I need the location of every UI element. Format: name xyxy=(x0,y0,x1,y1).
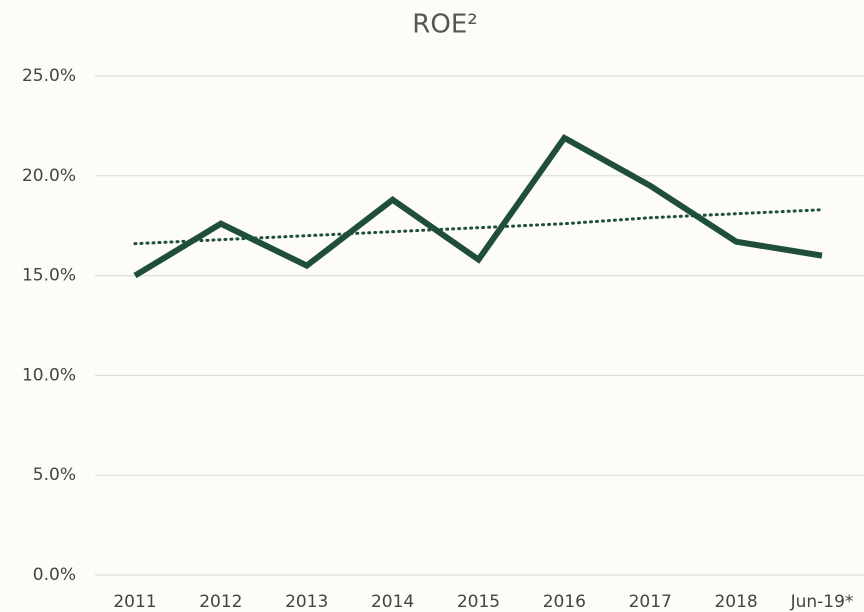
chart-title: ROE² xyxy=(412,10,477,40)
x-tick-label: 2012 xyxy=(199,592,242,612)
y-tick-label: 0.0% xyxy=(33,565,76,585)
y-tick-label: 15.0% xyxy=(22,266,76,286)
x-tick-label: Jun-19* xyxy=(790,592,854,612)
y-tick-label: 20.0% xyxy=(22,166,76,186)
x-tick-label: 2013 xyxy=(285,592,328,612)
x-tick-label: 2011 xyxy=(113,592,156,612)
x-tick-label: 2016 xyxy=(543,592,586,612)
data-line xyxy=(133,133,823,279)
y-tick-label: 10.0% xyxy=(22,365,76,385)
y-tick-label: 5.0% xyxy=(33,465,76,485)
x-tick-label: 2017 xyxy=(629,592,672,612)
x-tick-label: 2015 xyxy=(457,592,500,612)
x-tick-label: 2014 xyxy=(371,592,414,612)
y-tick-label: 25.0% xyxy=(22,66,76,86)
trend-line xyxy=(133,208,824,246)
x-tick-label: 2018 xyxy=(714,592,757,612)
